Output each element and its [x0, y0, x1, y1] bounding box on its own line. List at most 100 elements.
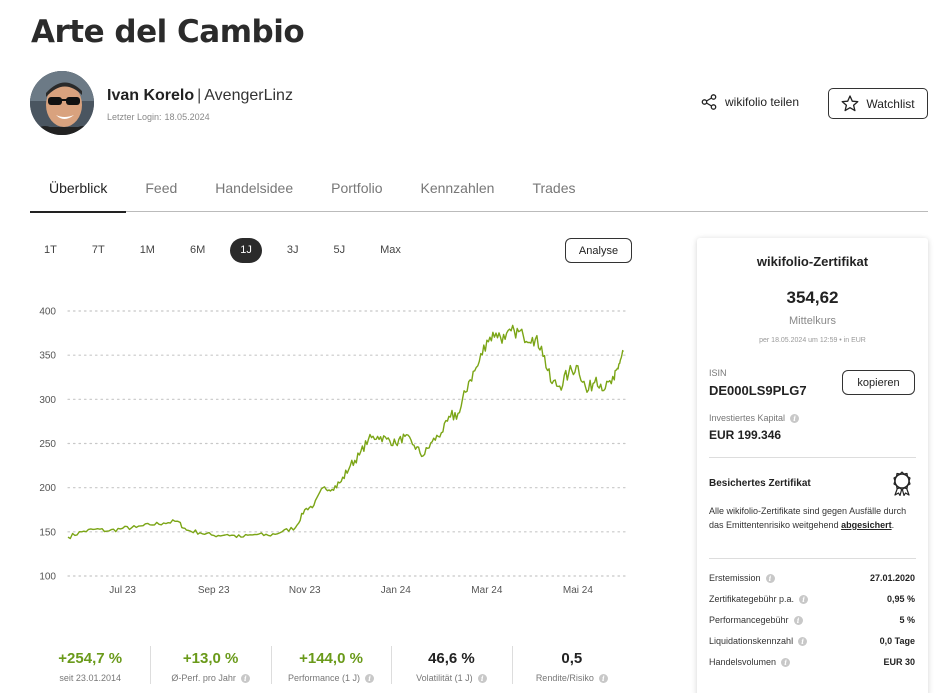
stat-label: seit 23.01.2014: [59, 673, 121, 683]
tab-ueberblick[interactable]: Überblick: [29, 170, 127, 213]
capital-value: EUR 199.346: [709, 428, 782, 442]
share-label: wikifolio teilen: [725, 95, 800, 109]
x-tick-label: Mar 24: [471, 585, 503, 596]
info-icon[interactable]: i: [798, 636, 808, 646]
info-icon[interactable]: i: [240, 673, 250, 683]
stat-label-wrap: Rendite/Risiko i: [512, 673, 632, 683]
divider: [709, 457, 916, 458]
x-tick-label: Jul 23: [109, 585, 136, 596]
range-3j[interactable]: 3J: [286, 244, 299, 256]
y-tick-label: 150: [39, 527, 56, 538]
stat-perf-per-year: +13,0 % Ø-Perf. pro Jahr i: [150, 640, 270, 693]
isin-value: DE000LS9PLG7: [709, 383, 807, 398]
stat-value: 0,5: [561, 650, 583, 667]
time-range-selector: 1T 7T 1M 6M 1J 3J 5J Max: [34, 238, 426, 263]
share-button[interactable]: wikifolio teilen: [701, 94, 799, 110]
last-login-label: Letzter Login:: [107, 112, 162, 122]
divider: [709, 558, 916, 559]
detail-key: Liquidationskennzahl: [709, 636, 794, 646]
price-meta: per 18.05.2024 um 12:59 • in EUR: [759, 337, 866, 344]
range-5j[interactable]: 5J: [333, 244, 346, 256]
stat-label-wrap: Performance (1 J) i: [271, 673, 391, 683]
performance-chart[interactable]: 100 150 200 250 300 350 400 Jul 23 Sep 23 Nov 23 J…: [30, 295, 632, 613]
stat-value: +13,0 %: [182, 650, 239, 667]
stat-volatility: 46,6 % Volatilität (1 J) i: [391, 640, 511, 693]
isin-label: ISIN: [709, 368, 727, 378]
y-tick-label: 200: [39, 483, 56, 494]
detail-row: Erstemission i 27.01.2020: [709, 573, 915, 583]
detail-key-wrap: Handelsvolumen i: [709, 657, 791, 667]
stat-performance-1j: +144,0 % Performance (1 J) i: [270, 640, 391, 693]
tab-handelsidee[interactable]: Handelsidee: [215, 180, 294, 196]
range-1j[interactable]: 1J: [230, 238, 262, 263]
range-1t[interactable]: 1T: [44, 244, 57, 256]
capital-label: Investiertes Kapital: [709, 413, 786, 423]
analyse-button[interactable]: Analyse: [565, 238, 632, 263]
detail-key-wrap: Erstemission i: [709, 573, 775, 583]
detail-key-wrap: Liquidationskennzahl i: [709, 636, 808, 646]
tab-trades[interactable]: Trades: [532, 180, 576, 196]
last-login-date: 18.05.2024: [164, 112, 210, 122]
range-6m[interactable]: 6M: [189, 244, 206, 256]
info-icon[interactable]: i: [790, 413, 800, 423]
detail-value: 27.01.2020: [869, 573, 915, 583]
share-icon: [701, 94, 717, 110]
detail-value: 0,95 %: [886, 594, 915, 604]
info-icon[interactable]: i: [477, 673, 487, 683]
x-tick-label: Sep 23: [198, 585, 230, 596]
certificate-title: wikifolio-Zertifikat: [756, 254, 869, 269]
stat-return-risk: 0,5 Rendite/Risiko i: [511, 640, 632, 693]
y-tick-label: 300: [39, 395, 56, 406]
detail-row: Liquidationskennzahl i 0,0 Tage: [709, 636, 915, 646]
tab-portfolio[interactable]: Portfolio: [331, 180, 383, 196]
stat-label: Volatilität (1 J): [416, 673, 473, 683]
secured-link[interactable]: abgesichert: [841, 520, 892, 530]
stat-since-start: +254,7 % seit 23.01.2014: [30, 640, 150, 693]
stat-label: Ø-Perf. pro Jahr: [171, 673, 236, 683]
x-tick-label: Jan 24: [381, 585, 411, 596]
detail-value: 0,0 Tage: [879, 636, 915, 646]
stat-value: +254,7 %: [58, 650, 123, 667]
avatar[interactable]: [30, 71, 94, 135]
stat-label: Performance (1 J): [288, 673, 361, 683]
tab-bar: Überblick Feed Handelsidee Portfolio Ken…: [29, 170, 928, 213]
y-tick-label: 350: [39, 351, 56, 362]
stat-label-wrap: Volatilität (1 J) i: [391, 673, 511, 683]
award-badge-icon: [893, 471, 911, 496]
capital-label-wrap: Investiertes Kapital i: [709, 413, 800, 423]
range-1m[interactable]: 1M: [139, 244, 155, 256]
detail-key: Zertifikategebühr p.a.: [709, 594, 795, 604]
range-7t[interactable]: 7T: [91, 244, 105, 256]
watchlist-button[interactable]: Watchlist: [828, 88, 928, 119]
info-icon[interactable]: i: [365, 673, 375, 683]
avatar-photo: [30, 71, 94, 135]
detail-row: Performancegebühr i 5 %: [709, 615, 915, 625]
info-icon[interactable]: i: [793, 615, 803, 625]
secured-title: Besichertes Zertifikat: [709, 478, 811, 489]
info-icon[interactable]: i: [799, 594, 809, 604]
stat-value: 46,6 %: [428, 650, 475, 667]
secured-text-end: .: [891, 520, 895, 530]
tab-feed[interactable]: Feed: [145, 180, 178, 196]
info-icon[interactable]: i: [765, 573, 775, 583]
detail-row: Handelsvolumen i EUR 30: [709, 657, 915, 667]
tab-kennzahlen[interactable]: Kennzahlen: [420, 180, 495, 196]
x-tick-label: Nov 23: [289, 585, 321, 596]
stat-label: Rendite/Risiko: [535, 673, 594, 683]
detail-row: Zertifikategebühr p.a. i 0,95 %: [709, 594, 915, 604]
certificate-price: 354,62: [786, 288, 839, 307]
info-icon[interactable]: i: [781, 657, 791, 667]
copy-isin-button[interactable]: kopieren: [842, 370, 915, 395]
y-tick-label: 250: [39, 439, 56, 450]
page-title: Arte del Cambio: [31, 14, 305, 50]
info-icon[interactable]: i: [598, 673, 608, 683]
detail-key-wrap: Performancegebühr i: [709, 615, 803, 625]
detail-key: Performancegebühr: [709, 615, 789, 625]
watchlist-label: Watchlist: [866, 96, 915, 111]
y-tick-label: 100: [39, 572, 56, 583]
range-max[interactable]: Max: [380, 244, 401, 256]
y-tick-label: 400: [39, 307, 56, 318]
user-name[interactable]: Ivan Korelo: [107, 87, 195, 104]
secured-text: Alle wikifolio-Zertifikate sind gegen Au…: [709, 504, 914, 532]
user-nickname[interactable]: AvengerLinz: [204, 87, 293, 104]
